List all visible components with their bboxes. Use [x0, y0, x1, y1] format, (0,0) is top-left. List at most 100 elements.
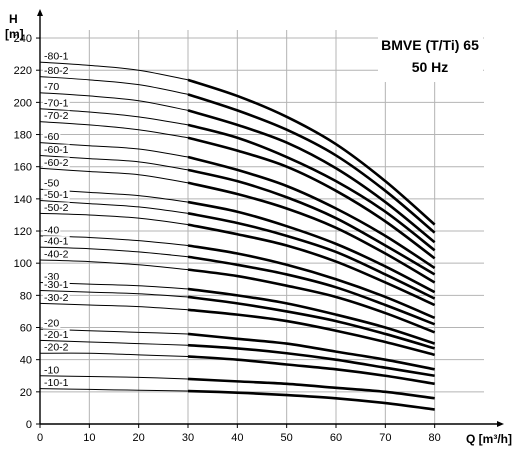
- curve-bold-segment: [187, 168, 436, 276]
- y-axis-unit: [m]: [5, 27, 24, 41]
- curve-label: -50-1: [44, 189, 69, 201]
- curve-label-background: [43, 51, 70, 62]
- curve-thin-segment: [39, 302, 189, 311]
- curve-thin-segment: [39, 92, 189, 111]
- x-tick-label: 80: [429, 432, 441, 444]
- curve-label: -70-2: [44, 110, 69, 122]
- curve-thin-segment: [39, 375, 189, 380]
- curve-label-background: [43, 377, 70, 388]
- x-tick-label: 30: [182, 432, 194, 444]
- y-tick-label: 60: [20, 323, 32, 335]
- curve-thin-segment: [39, 142, 189, 158]
- curve-thin-segment: [39, 167, 189, 184]
- curve-thin-segment: [39, 246, 189, 258]
- curve-bold-segment: [187, 377, 435, 400]
- curve-label: -30-2: [44, 292, 69, 304]
- y-tick-label: 20: [20, 387, 32, 399]
- curve-thin-segment: [39, 76, 189, 95]
- curve-label: -40: [44, 224, 59, 236]
- curve-label: -20-2: [44, 342, 69, 354]
- curve-bold-segment: [187, 308, 435, 357]
- curve-label: -80-2: [44, 65, 69, 77]
- curve-label-background: [43, 292, 70, 303]
- curve-thin-segment: [39, 352, 189, 357]
- curve-thin-segment: [39, 388, 189, 392]
- curve-label-background: [43, 248, 70, 259]
- curve-label-background: [43, 110, 70, 121]
- curve-label-background: [43, 97, 70, 108]
- curve-bold-segment: [187, 332, 435, 371]
- y-tick-label: 180: [14, 130, 32, 142]
- curve-label: -60: [44, 131, 59, 143]
- curve-bold-segment: [187, 343, 435, 378]
- curve-label-background: [43, 157, 70, 168]
- curve-label: -30-1: [44, 279, 69, 291]
- y-tick-label: 40: [20, 355, 32, 367]
- curve-bold-segment: [187, 136, 436, 260]
- curve-bold-segment: [187, 355, 435, 386]
- curve-bold-segment: [187, 268, 436, 334]
- curve-label-background: [43, 224, 61, 235]
- chart-subtitle: 50 Hz: [412, 59, 449, 75]
- curve-bold-segment: [187, 123, 436, 252]
- x-tick-label: 50: [281, 432, 293, 444]
- y-tick-label: 240: [14, 33, 32, 45]
- curve-bold-segment: [187, 255, 436, 326]
- curve-bold-segment: [187, 93, 436, 234]
- curve-label: -60-2: [44, 157, 69, 169]
- curve-labels: -80-1-80-2-70-70-1-70-2-60-60-1-60-2-50-…: [43, 51, 70, 389]
- curve-bold-segment: [187, 389, 435, 411]
- curve-label-background: [43, 318, 61, 329]
- curve-label: -40-1: [44, 236, 69, 248]
- y-tick-label: 0: [26, 419, 32, 431]
- curves: [39, 61, 436, 411]
- title-box-background: [378, 28, 483, 82]
- curve-bold-segment: [187, 287, 436, 345]
- curve-thin-segment: [39, 121, 189, 139]
- curve-label-background: [43, 364, 61, 375]
- curve-label-background: [43, 342, 70, 353]
- curve-bold-segment: [187, 78, 436, 226]
- curve-label-background: [43, 271, 61, 282]
- axes: 0 10 20 30 40 50 60 70 80 0 20 40 60 80 100 120 140 160 18…: [14, 9, 504, 444]
- y-axis-arrow: [37, 9, 43, 16]
- curve-thin-segment: [39, 290, 189, 298]
- curve-label: -20-1: [44, 329, 69, 341]
- curve-label-background: [43, 202, 70, 213]
- y-tick-label: 140: [14, 194, 32, 206]
- curve-bold-segment: [187, 295, 436, 350]
- x-tick-label: 70: [379, 432, 391, 444]
- curve-label: -50-2: [44, 202, 69, 214]
- curve-bold-segment: [187, 223, 436, 307]
- curve-label: -70: [44, 81, 59, 93]
- x-tick-label: 10: [83, 432, 95, 444]
- curve-label-background: [43, 189, 70, 200]
- x-axis-label: Q [m³/h]: [466, 432, 512, 446]
- x-tick-label: 40: [231, 432, 243, 444]
- curve-thin-segment: [39, 154, 189, 171]
- curve-label: -40-2: [44, 248, 69, 260]
- curve-thin-segment: [39, 212, 189, 226]
- curve-label: -60-1: [44, 144, 69, 156]
- curve-label: -20: [44, 318, 59, 330]
- y-tick-label: 160: [14, 162, 32, 174]
- curve-thin-segment: [39, 339, 189, 346]
- curve-label-background: [43, 178, 61, 189]
- x-tick-label: 0: [37, 432, 43, 444]
- x-tick-label: 60: [330, 432, 342, 444]
- curve-label-background: [43, 236, 70, 247]
- x-tick-label: 20: [133, 432, 145, 444]
- curve-bold-segment: [187, 181, 436, 284]
- axis-names: H [m] Q [m³/h]: [5, 12, 512, 446]
- chart-title: BMVE (T/Ti) 65: [381, 37, 479, 53]
- curve-label-background: [43, 279, 70, 290]
- curve-bold-segment: [187, 212, 436, 300]
- curve-label: -10-1: [44, 377, 69, 389]
- y-tick-label: 80: [20, 290, 32, 302]
- curve-label-background: [43, 329, 70, 340]
- y-tick-label: 100: [14, 258, 32, 270]
- curve-label: -70-1: [44, 97, 69, 109]
- curve-thin-segment: [39, 259, 189, 271]
